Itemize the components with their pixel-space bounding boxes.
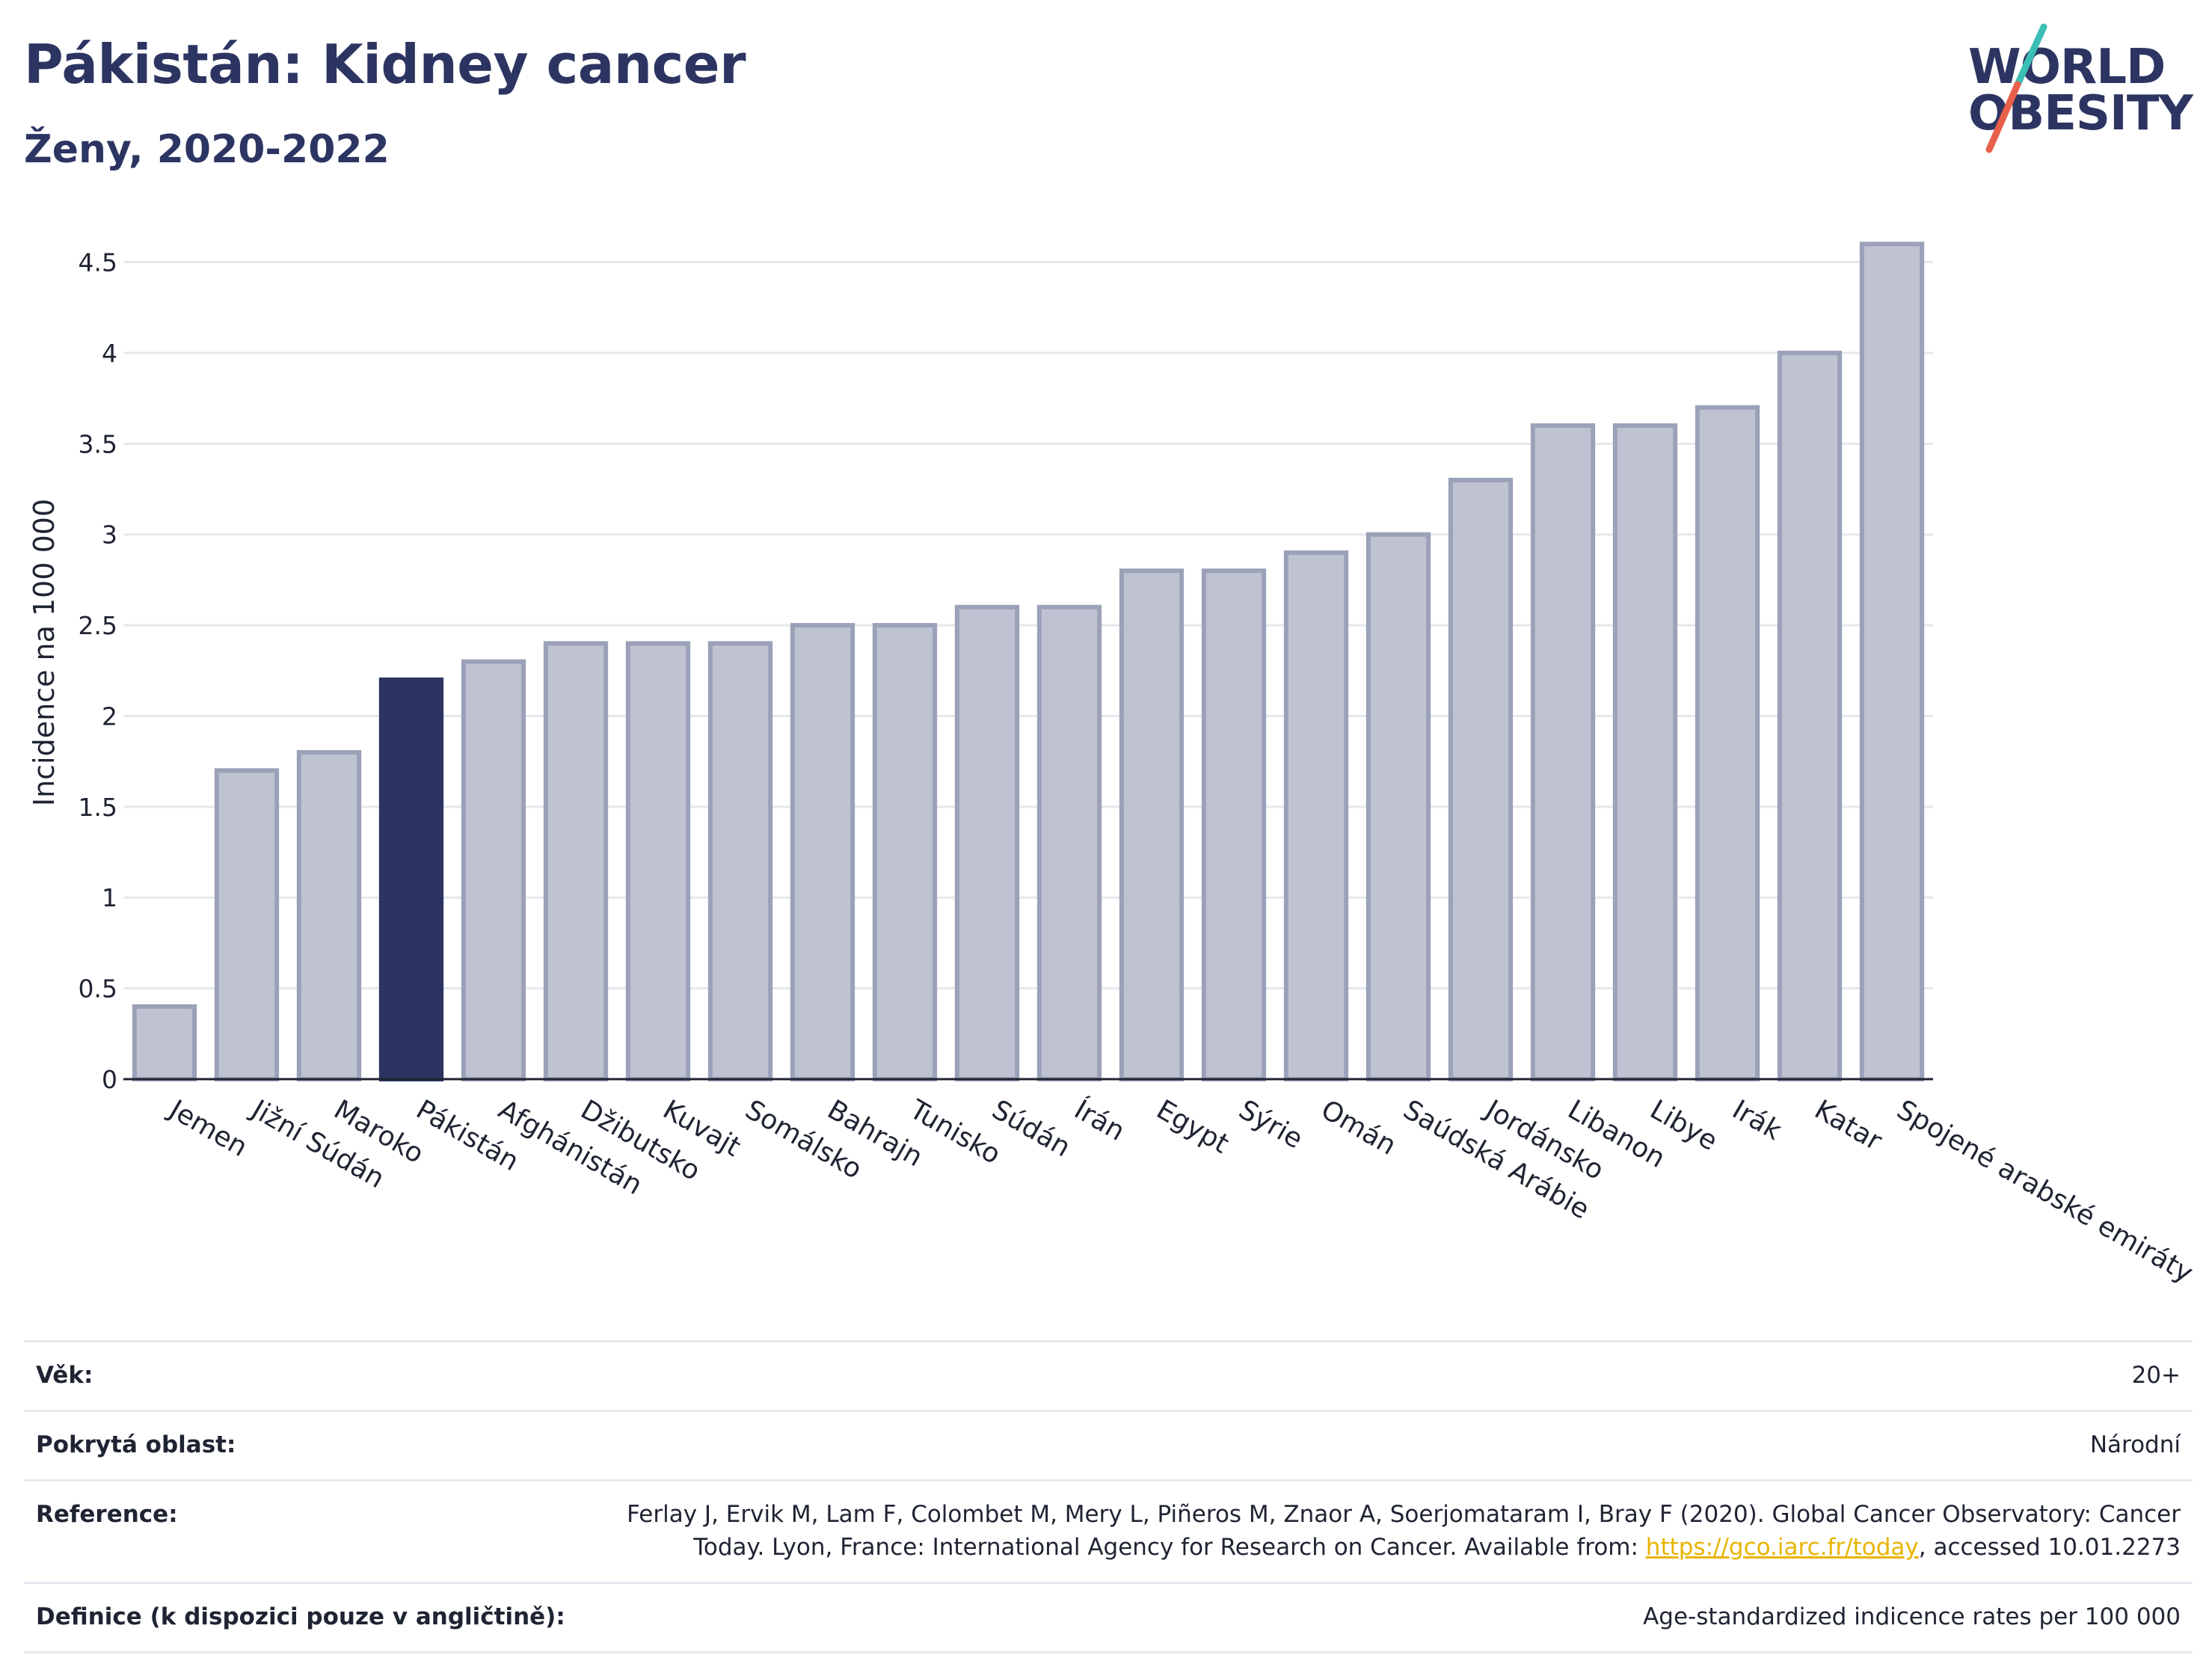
bar	[1777, 350, 1843, 1082]
y-tick-label: 3.5	[79, 429, 117, 458]
x-tick-label: Jemen	[163, 1093, 253, 1163]
y-tick-label: 0	[102, 1065, 117, 1094]
bar	[1612, 423, 1678, 1081]
world-obesity-logo: WORLD OBESITY	[1952, 21, 2206, 163]
bar	[1036, 604, 1102, 1081]
bar	[1201, 568, 1267, 1081]
bar	[625, 641, 691, 1081]
y-tick-label: 2.5	[79, 611, 117, 640]
bar	[707, 641, 773, 1081]
bar	[1530, 423, 1596, 1081]
y-axis-title: Incidence na 100 000	[28, 499, 61, 806]
bars	[132, 242, 1925, 1082]
definition-value: Age-standardized indicence rates per 100…	[1643, 1603, 2181, 1630]
y-tick-label: 2	[102, 701, 117, 731]
bar	[1448, 477, 1514, 1082]
coverage-label: Pokrytá oblast:	[36, 1431, 236, 1458]
metadata-table: Věk: 20+ Pokrytá oblast: Národní Referen…	[24, 1340, 2193, 1654]
y-axis-ticks: 0 0.5 1 1.5 2 2.5 3 3.5 4 4.5	[79, 248, 117, 1094]
reference-link[interactable]: https://gco.iarc.fr/today	[1645, 1534, 1919, 1561]
x-tick-label: Sýrie	[1234, 1094, 1308, 1155]
bar	[1119, 568, 1185, 1081]
x-tick-label: Írán	[1069, 1093, 1131, 1147]
bar	[1283, 550, 1349, 1082]
bar	[954, 604, 1020, 1081]
bar	[461, 659, 526, 1081]
bar	[296, 750, 362, 1082]
x-tick-label: Spojené arabské emiráty	[1892, 1094, 2199, 1289]
bar-highlighted	[378, 677, 444, 1081]
definition-label: Definice (k dispozici pouze v angličtině…	[36, 1603, 565, 1630]
bar	[132, 1004, 197, 1082]
page-title: Pákistán: Kidney cancer	[24, 33, 746, 96]
x-tick-label: Omán	[1316, 1094, 1401, 1161]
bar	[1365, 532, 1431, 1081]
logo-line-1: WORLD	[1968, 40, 2166, 95]
x-tick-label: Irák	[1727, 1094, 1787, 1146]
y-tick-label: 0.5	[79, 974, 117, 1004]
bar	[214, 768, 280, 1081]
bar	[1859, 242, 1925, 1081]
y-tick-label: 4.5	[79, 248, 117, 277]
reference-label: Reference:	[36, 1501, 178, 1528]
age-value: 20+	[2131, 1362, 2181, 1389]
x-tick-label: Egypt	[1152, 1094, 1234, 1159]
age-label: Věk:	[36, 1362, 93, 1389]
x-tick-label: Katar	[1810, 1094, 1887, 1157]
logo-slash-icon	[1985, 23, 2047, 153]
y-tick-label: 4	[102, 339, 117, 368]
bar	[790, 623, 855, 1081]
page-subtitle: Ženy, 2020-2022	[24, 127, 390, 172]
reference-value: Ferlay J, Ervik M, Lam F, Colombet M, Me…	[610, 1498, 2181, 1564]
y-tick-label: 1.5	[79, 793, 117, 822]
meta-row-coverage: Pokrytá oblast: Národní	[24, 1410, 2193, 1479]
reference-accessed: , accessed 10.01.2273	[1918, 1534, 2181, 1561]
y-tick-label: 1	[102, 883, 117, 912]
reference-text: Ferlay J, Ervik M, Lam F, Colombet M, Me…	[627, 1501, 2181, 1561]
bar	[1695, 405, 1760, 1082]
meta-row-age: Věk: 20+	[24, 1340, 2193, 1410]
meta-row-reference: Reference: Ferlay J, Ervik M, Lam F, Col…	[24, 1479, 2193, 1582]
meta-row-definition: Definice (k dispozici pouze v angličtině…	[24, 1582, 2193, 1654]
coverage-value: Národní	[2089, 1431, 2181, 1458]
bar	[543, 641, 609, 1081]
y-tick-label: 3	[102, 521, 117, 550]
bar	[872, 623, 938, 1081]
